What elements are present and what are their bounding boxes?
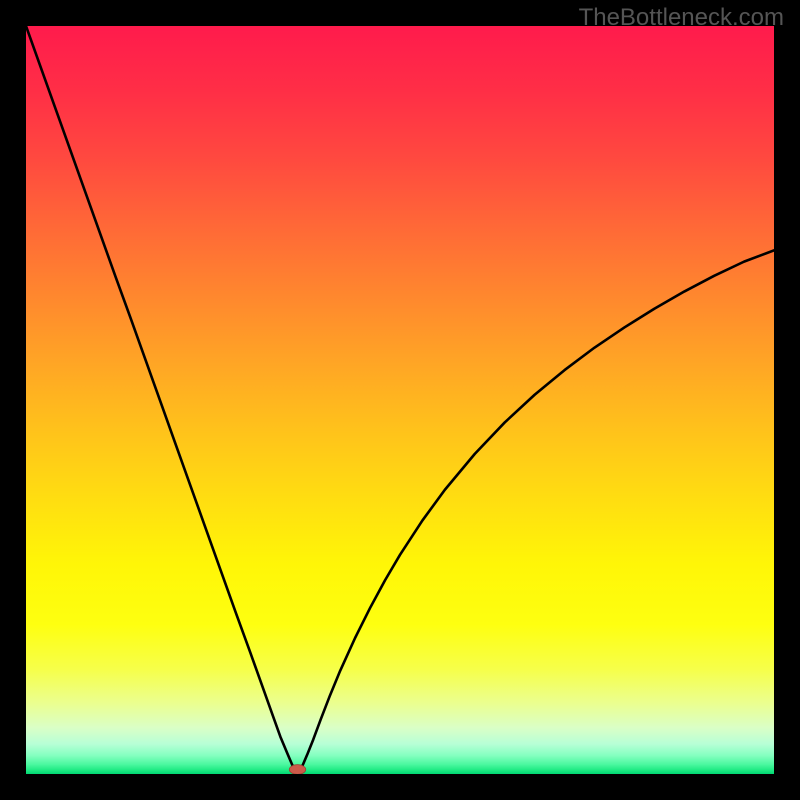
optimal-point-marker bbox=[289, 765, 305, 774]
chart-frame: TheBottleneck.com bbox=[0, 0, 800, 800]
watermark-text: TheBottleneck.com bbox=[579, 4, 784, 32]
gradient-background bbox=[26, 26, 774, 774]
plot-area bbox=[26, 26, 774, 774]
